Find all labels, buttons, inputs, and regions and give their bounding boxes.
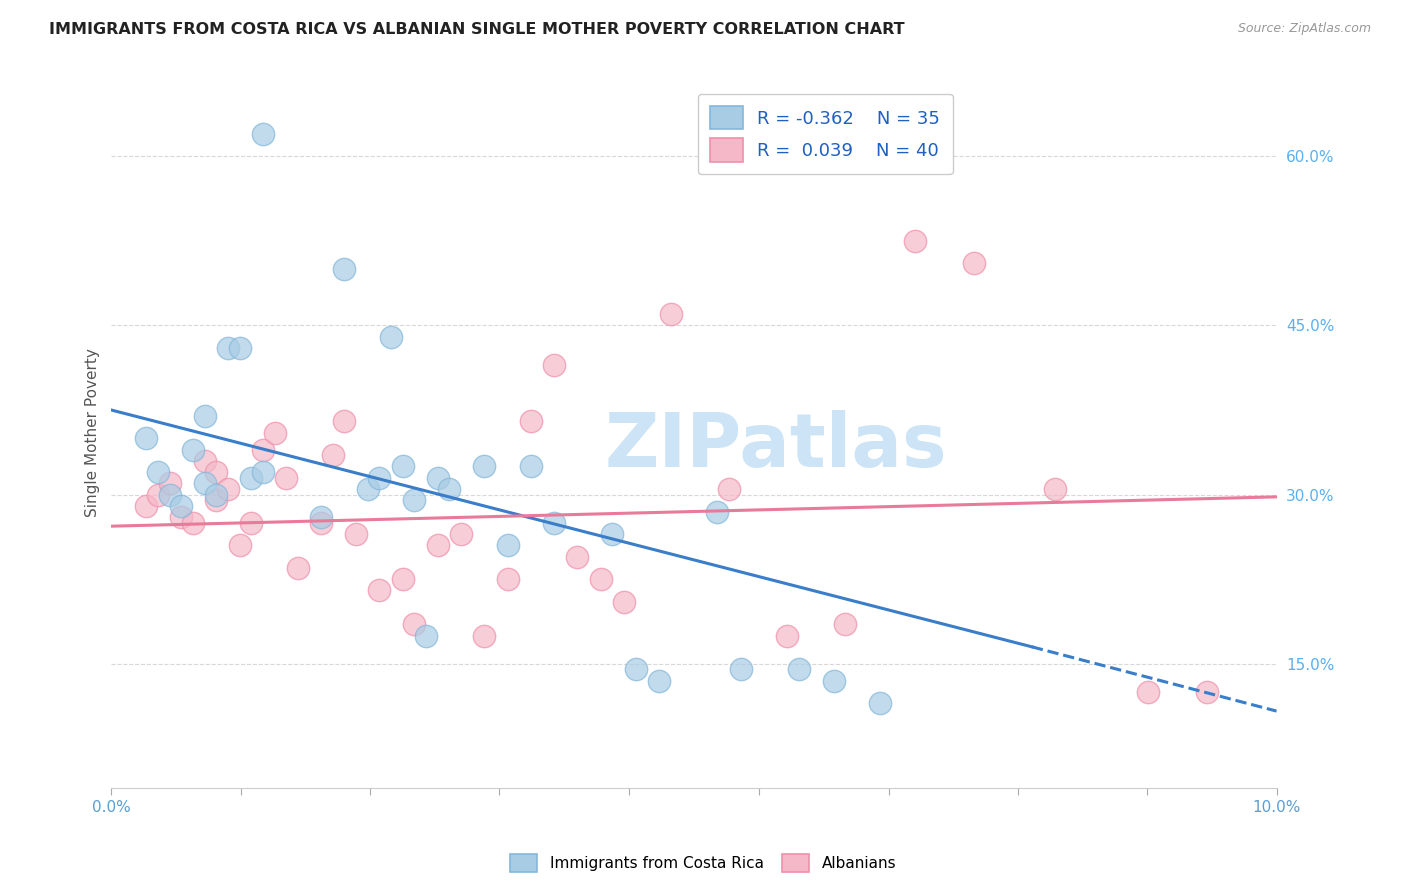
Point (276, 471, 298, 485)
Point (240, 516, 263, 530)
Point (1043, 482, 1066, 496)
Point (309, 516, 332, 530)
Point (496, 538, 519, 552)
Point (344, 527, 367, 541)
Point (520, 459, 543, 474)
Point (368, 471, 391, 485)
Point (602, 527, 624, 541)
Point (194, 476, 217, 491)
Point (205, 465, 228, 479)
Point (776, 628, 799, 642)
Point (589, 572, 612, 586)
Point (194, 409, 217, 423)
Point (194, 454, 217, 468)
Point (159, 476, 181, 491)
Point (333, 414, 356, 428)
Point (333, 262, 356, 277)
Point (659, 307, 682, 321)
Point (450, 527, 472, 541)
Point (228, 341, 250, 355)
Point (181, 442, 204, 457)
Point (439, 482, 461, 496)
Point (426, 538, 449, 552)
Point (146, 465, 169, 479)
Point (368, 583, 391, 598)
Point (309, 510, 332, 524)
Text: IMMIGRANTS FROM COSTA RICA VS ALBANIAN SINGLE MOTHER POVERTY CORRELATION CHART: IMMIGRANTS FROM COSTA RICA VS ALBANIAN S… (49, 22, 905, 37)
Point (170, 510, 193, 524)
Point (263, 425, 285, 440)
Point (496, 572, 519, 586)
Point (217, 341, 239, 355)
Point (357, 482, 380, 496)
Point (159, 487, 181, 501)
Point (135, 499, 157, 513)
Point (322, 448, 344, 462)
Point (472, 628, 495, 642)
Point (391, 459, 413, 474)
Point (205, 487, 228, 501)
Point (252, 465, 274, 479)
Point (543, 516, 565, 530)
Point (717, 482, 740, 496)
Point (181, 516, 204, 530)
Point (380, 330, 402, 344)
Point (426, 471, 449, 485)
Legend: R = -0.362    N = 35, R =  0.039    N = 40: R = -0.362 N = 35, R = 0.039 N = 40 (697, 94, 953, 174)
Point (706, 504, 728, 518)
Point (869, 696, 891, 710)
Point (1195, 685, 1218, 699)
Point (404, 493, 426, 508)
Point (472, 459, 495, 474)
Point (1137, 685, 1160, 699)
Point (730, 662, 752, 676)
Point (217, 482, 239, 496)
Text: Source: ZipAtlas.com: Source: ZipAtlas.com (1237, 22, 1371, 36)
Point (252, 442, 274, 457)
Point (648, 673, 671, 688)
Point (404, 617, 426, 632)
Point (520, 414, 543, 428)
Point (391, 572, 413, 586)
Point (624, 662, 647, 676)
Point (567, 549, 589, 564)
Point (415, 628, 437, 642)
Point (228, 538, 250, 552)
Point (543, 358, 565, 372)
Point (135, 431, 157, 445)
Point (787, 662, 810, 676)
Point (823, 673, 845, 688)
Point (613, 595, 636, 609)
Point (287, 561, 309, 575)
Point (170, 499, 193, 513)
Point (962, 256, 984, 270)
Point (834, 617, 856, 632)
Point (252, 127, 274, 141)
Point (146, 487, 169, 501)
Y-axis label: Single Mother Poverty: Single Mother Poverty (86, 348, 100, 517)
Point (205, 493, 228, 508)
Legend: Immigrants from Costa Rica, Albanians: Immigrants from Costa Rica, Albanians (502, 846, 904, 880)
Point (240, 471, 263, 485)
Text: ZIPatlas: ZIPatlas (605, 410, 946, 483)
Point (904, 234, 927, 248)
